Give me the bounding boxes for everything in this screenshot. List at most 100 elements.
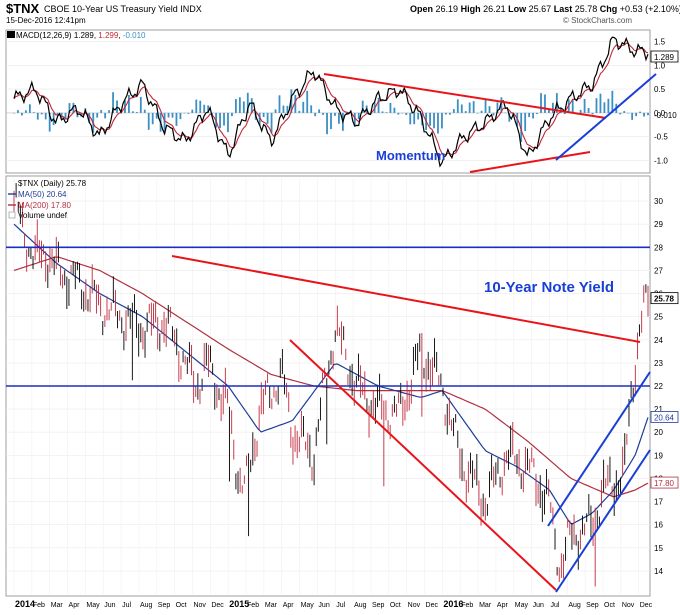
time-tick-label: Mar — [265, 602, 278, 609]
macd-histogram-bar — [536, 112, 538, 115]
macd-tick-label: 0.5 — [654, 85, 666, 94]
ma200-legend-text: MA(200) 17.80 — [18, 201, 71, 210]
macd-histogram-bar — [571, 99, 574, 113]
macd-histogram-bar — [175, 112, 178, 126]
macd-histogram-bar — [627, 112, 630, 114]
macd-histogram-bar — [298, 110, 301, 113]
macd-support-line — [555, 73, 657, 161]
macd-histogram-bar — [286, 105, 289, 113]
macd-histogram-bar — [191, 109, 194, 113]
macd-histogram-bar — [56, 112, 59, 115]
macd-histogram-bar — [437, 112, 439, 134]
price-tick-label: 29 — [654, 220, 663, 229]
macd-histogram-bar — [143, 109, 146, 113]
macd-histogram-bar — [294, 94, 297, 113]
last-badge-box — [650, 292, 679, 305]
macd-histogram-bar — [544, 94, 546, 113]
macd-uptrend-line-low — [469, 151, 591, 173]
yield-falling-line — [289, 339, 557, 591]
macd-histogram-bar — [548, 108, 550, 113]
macd-histogram-bar — [32, 112, 35, 113]
yield-channel-lower — [555, 449, 651, 593]
macd-histogram-bar — [504, 112, 507, 114]
macd-histogram-bar — [167, 112, 170, 118]
time-tick-label: Oct — [176, 602, 187, 609]
time-tick-label: Sep — [372, 602, 385, 609]
time-tick-label: Jun — [318, 602, 329, 609]
macd-histogram-bar — [28, 104, 31, 113]
price-tick-label: 15 — [654, 544, 663, 553]
price-tick-label: 28 — [654, 243, 663, 252]
macd-histogram-bar — [532, 112, 534, 119]
time-tick-label: Mar — [479, 602, 492, 609]
macd-histogram-bar — [448, 112, 451, 115]
macd-histogram-bar — [187, 112, 190, 114]
macd-histogram-bar — [393, 107, 396, 113]
macd-histogram-bar — [171, 112, 174, 118]
chart-header: $TNX CBOE 10-Year US Treasury Yield INDX… — [6, 1, 680, 25]
macd-histogram-bar — [64, 112, 67, 120]
macd-histogram-bar — [306, 90, 309, 113]
macd-histogram-bar — [238, 97, 241, 113]
macd-histogram-bar — [155, 112, 158, 119]
time-tick-label: Nov — [622, 602, 635, 609]
time-tick-label: Sep — [158, 602, 171, 609]
timestamp: 15-Dec-2016 12:41pm — [6, 16, 86, 25]
macd-histogram-bar — [476, 112, 479, 114]
price-tick-label: 23 — [654, 359, 663, 368]
macd-histogram-bar — [445, 112, 447, 115]
macd-histogram-bar — [607, 98, 610, 113]
ma200-badge: 17.80 — [650, 476, 679, 489]
macd-histogram-bar — [302, 101, 305, 113]
time-tick-label: Jul — [122, 602, 131, 609]
macd-histogram-bar — [36, 112, 39, 120]
macd-axis-ticks: 1.5 1.0 0.5 0.0 -0.5 -1.0 — [654, 38, 668, 166]
macd-histogram-bar — [44, 112, 47, 120]
macd-tick-label: 1.5 — [654, 38, 666, 47]
macd-histogram-bar — [68, 103, 71, 113]
time-tick-label: 2014 — [15, 599, 35, 609]
macd-histogram-bar — [611, 90, 614, 113]
macd-histogram-bar — [246, 92, 249, 113]
price-tick-label: 27 — [654, 266, 663, 275]
macd-histogram-bar — [322, 112, 324, 115]
macd-histogram-bar — [262, 112, 265, 118]
price-tick-label: 17 — [654, 498, 663, 507]
macd-histogram-bar — [338, 112, 340, 124]
time-tick-label: Aug — [140, 602, 153, 609]
macd-histogram-bar — [524, 112, 527, 131]
macd-histogram-bar — [242, 101, 245, 113]
time-tick-label: Nov — [408, 602, 421, 609]
macd-histogram-bar — [500, 97, 503, 113]
macd-histogram-bar — [472, 101, 475, 113]
macd-histogram-bar — [199, 100, 202, 113]
macd-histogram-bar — [635, 112, 638, 117]
macd-histogram-bar — [96, 112, 99, 118]
macd-histogram-bar — [151, 112, 154, 125]
macd-histogram-bar — [528, 112, 531, 118]
macd-panel: 1.5 1.0 0.5 0.0 -0.5 -1.0 MACD(12,26,9) 1.289… — [5, 29, 679, 174]
macd-histogram-bar — [417, 112, 420, 120]
macd-histogram-bar — [278, 95, 281, 113]
macd-histogram-bar — [128, 94, 130, 113]
macd-histogram-bar — [219, 112, 221, 129]
macd-histogram-bar — [631, 112, 634, 120]
time-tick-label: 2015 — [229, 599, 249, 609]
macd-histogram-bar — [227, 112, 229, 133]
price-legend-title: $TNX (Daily) 25.78 — [18, 179, 87, 188]
macd-histogram-bar — [334, 112, 336, 116]
macd-histogram-bar — [310, 105, 313, 113]
macd-histogram-bar — [413, 112, 416, 125]
price-legend: $TNX (Daily) 25.78 MA(50) 20.64 MA(200) … — [8, 179, 87, 220]
price-tick-label: 24 — [654, 336, 663, 345]
macd-histogram-bar — [401, 112, 404, 114]
symbol-name: CBOE 10-Year US Treasury Yield INDX — [44, 4, 202, 14]
ma200-badge-box — [650, 476, 679, 489]
macd-histogram-bar — [258, 112, 261, 126]
symbol-label: $TNX — [6, 1, 40, 16]
macd-tick-label: 0.0 — [654, 109, 666, 118]
macd-histogram-bar — [318, 109, 321, 113]
macd-histogram-bar — [131, 111, 134, 113]
macd-histogram-bar — [381, 111, 384, 113]
